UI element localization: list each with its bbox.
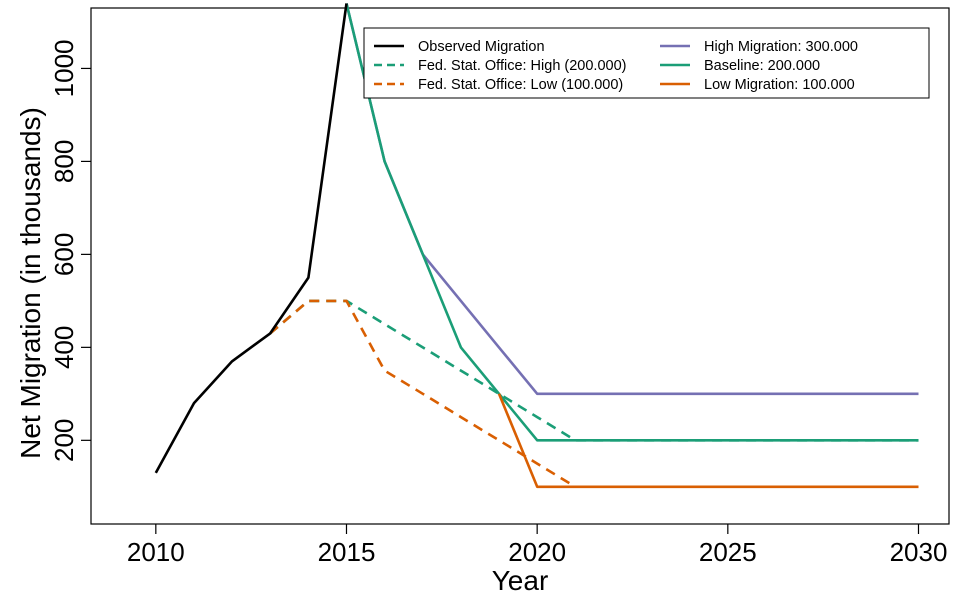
y-tick-label-1000: 1000 [49,40,79,98]
y-tick-label-600: 600 [49,233,79,276]
series-line-0 [154,3,348,474]
y-axis-title: Net Migration (in thousands) [15,107,46,459]
x-axis: 2010 2015 2020 2025 2030 [127,524,948,567]
legend-label-4: Baseline: 200.000 [704,58,820,74]
legend-label-1: Fed. Stat. Office: High (200.000) [418,58,626,74]
series-layer [154,3,919,489]
y-tick-label-800: 800 [49,140,79,183]
legend-label-5: Low Migration: 100.000 [704,77,855,93]
y-axis: 200 400 600 800 1000 [49,40,91,462]
x-tick-label-2020: 2020 [508,537,566,567]
x-tick-label-2015: 2015 [318,537,376,567]
series-line-2 [269,299,576,488]
series-line-5 [497,393,919,489]
plot-frame [90,7,950,525]
legend: Observed Migration Fed. Stat. Office: Hig… [363,27,930,99]
series-line-1 [269,299,919,442]
y-tick-label-200: 200 [49,419,79,462]
legend-label-2: Fed. Stat. Office: Low (100.000) [418,77,623,93]
legend-label-0: Observed Migration [418,39,545,55]
x-tick-label-2025: 2025 [699,537,757,567]
y-tick-label-400: 400 [49,326,79,369]
x-tick-label-2010: 2010 [127,537,185,567]
series-line-4 [345,3,919,442]
x-axis-title: Year [492,565,549,596]
x-tick-label-2030: 2030 [890,537,948,567]
legend-box [363,27,930,99]
legend-label-3: High Migration: 300.000 [704,39,858,55]
